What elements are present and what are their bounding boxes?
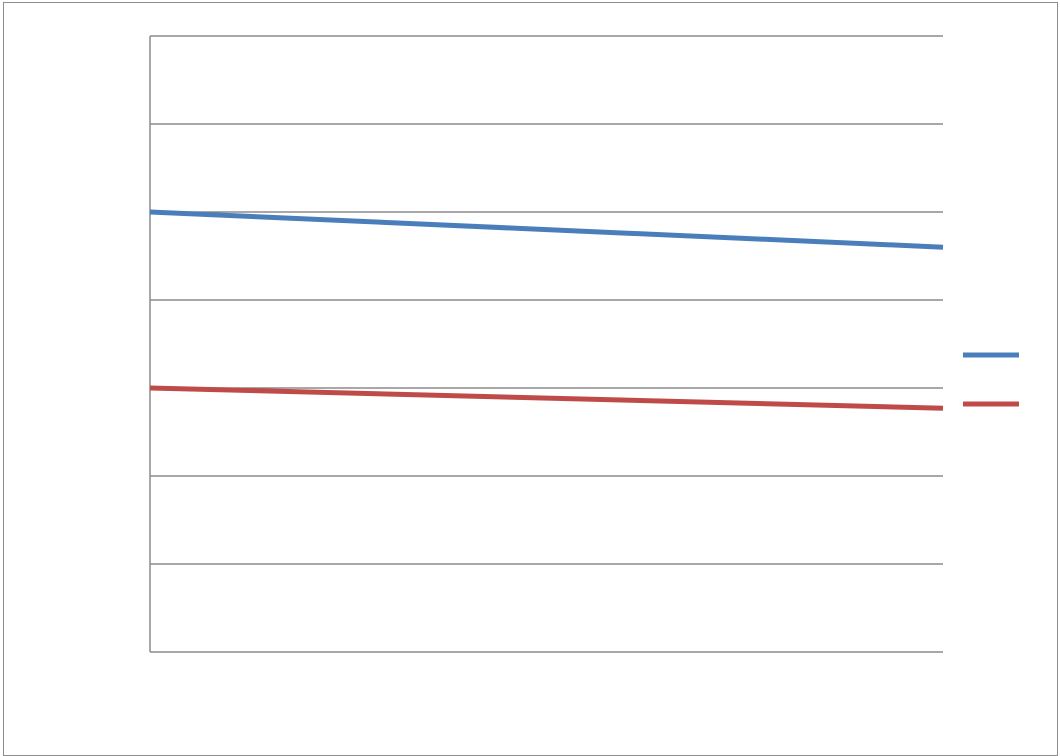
series-line-1 [149,209,944,250]
gridlines [150,35,943,565]
series-lines [149,209,944,411]
axes [149,36,943,653]
legend [963,352,1019,407]
chart-area [3,2,1058,756]
series-line-2 [149,385,944,411]
